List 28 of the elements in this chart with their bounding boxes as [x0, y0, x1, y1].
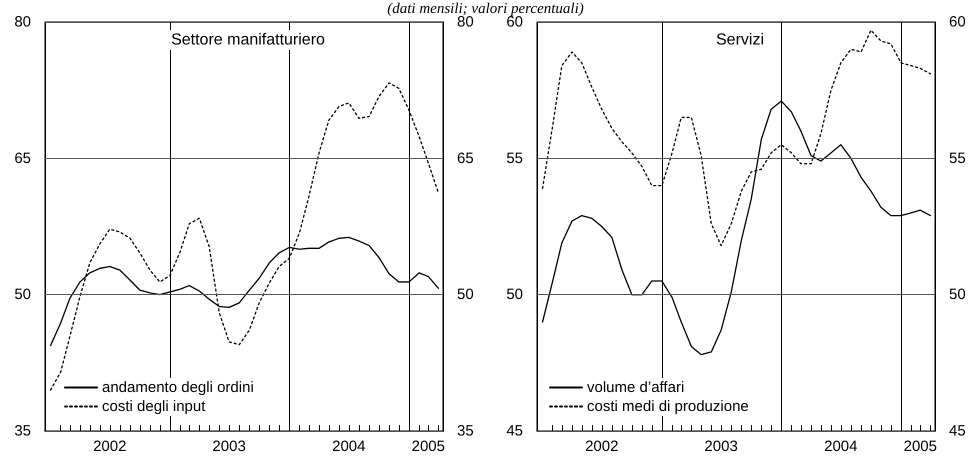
y2-tick-label: 65: [457, 150, 474, 167]
legend-label: volume d’affari: [587, 379, 684, 396]
x-tick-label: 2003: [212, 438, 246, 455]
y-tick-label: 45: [506, 422, 523, 440]
y-tick-label: 50: [14, 286, 31, 304]
y2-tick-label: 50: [457, 286, 474, 304]
y2-tick-label: 55: [949, 150, 966, 167]
y-tick-label: 55: [506, 150, 523, 167]
y-tick-label: 50: [506, 286, 523, 304]
y-tick-label: 80: [14, 14, 31, 30]
x-tick-label: 2005: [412, 438, 445, 455]
y2-tick-label: 60: [949, 14, 966, 30]
y2-tick-label: 35: [457, 422, 474, 440]
x-tick-label: 2002: [93, 438, 126, 455]
x-tick-label: 2005: [904, 438, 937, 455]
x-tick-label: 2002: [585, 438, 618, 455]
x-tick-label: 2004: [332, 438, 366, 455]
y2-tick-label: 45: [949, 422, 966, 440]
x-tick-label: 2003: [704, 438, 738, 455]
text: Servizi: [716, 32, 764, 48]
text: Settore manifatturiero: [171, 32, 326, 48]
y-tick-label: 65: [14, 150, 31, 167]
y-tick-label: 35: [14, 422, 31, 440]
legend-label: andamento degli ordini: [102, 379, 254, 396]
y2-tick-label: 50: [949, 286, 966, 304]
legend-label: costi medi di produzione: [587, 398, 749, 415]
x-tick-label: 2004: [824, 438, 858, 455]
legend-label: costi degli input: [102, 398, 206, 415]
